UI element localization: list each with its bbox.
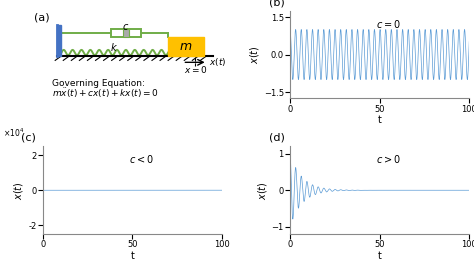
Text: $c > 0$: $c > 0$: [376, 154, 401, 165]
X-axis label: t: t: [378, 251, 382, 261]
Bar: [111, 29, 141, 37]
Text: $m$: $m$: [179, 40, 193, 53]
Text: $c < 0$: $c < 0$: [129, 154, 154, 165]
Bar: [123, 29, 129, 37]
Text: (b): (b): [268, 0, 284, 7]
Text: (c): (c): [21, 133, 36, 143]
Text: $c = 0$: $c = 0$: [376, 18, 401, 30]
Y-axis label: $x(t)$: $x(t)$: [12, 181, 26, 200]
Bar: [57, 25, 62, 56]
Text: (d): (d): [268, 133, 284, 143]
X-axis label: t: t: [378, 115, 382, 125]
Text: $k$: $k$: [110, 41, 118, 53]
Text: $c$: $c$: [122, 22, 129, 32]
Text: Governing Equation:: Governing Equation:: [52, 79, 145, 88]
Text: $x(t)$: $x(t)$: [210, 56, 227, 68]
Text: $m\ddot{x}(t) + c\dot{x}(t) + kx(t) = 0$: $m\ddot{x}(t) + c\dot{x}(t) + kx(t) = 0$: [52, 87, 158, 100]
Text: $\times 10^4$: $\times 10^4$: [3, 127, 25, 139]
Bar: [168, 37, 204, 56]
X-axis label: t: t: [130, 251, 134, 261]
Text: (a): (a): [34, 13, 49, 23]
Text: $x = 0$: $x = 0$: [184, 64, 208, 75]
Y-axis label: $x(t)$: $x(t)$: [248, 45, 261, 64]
Y-axis label: $x(t)$: $x(t)$: [256, 181, 269, 200]
